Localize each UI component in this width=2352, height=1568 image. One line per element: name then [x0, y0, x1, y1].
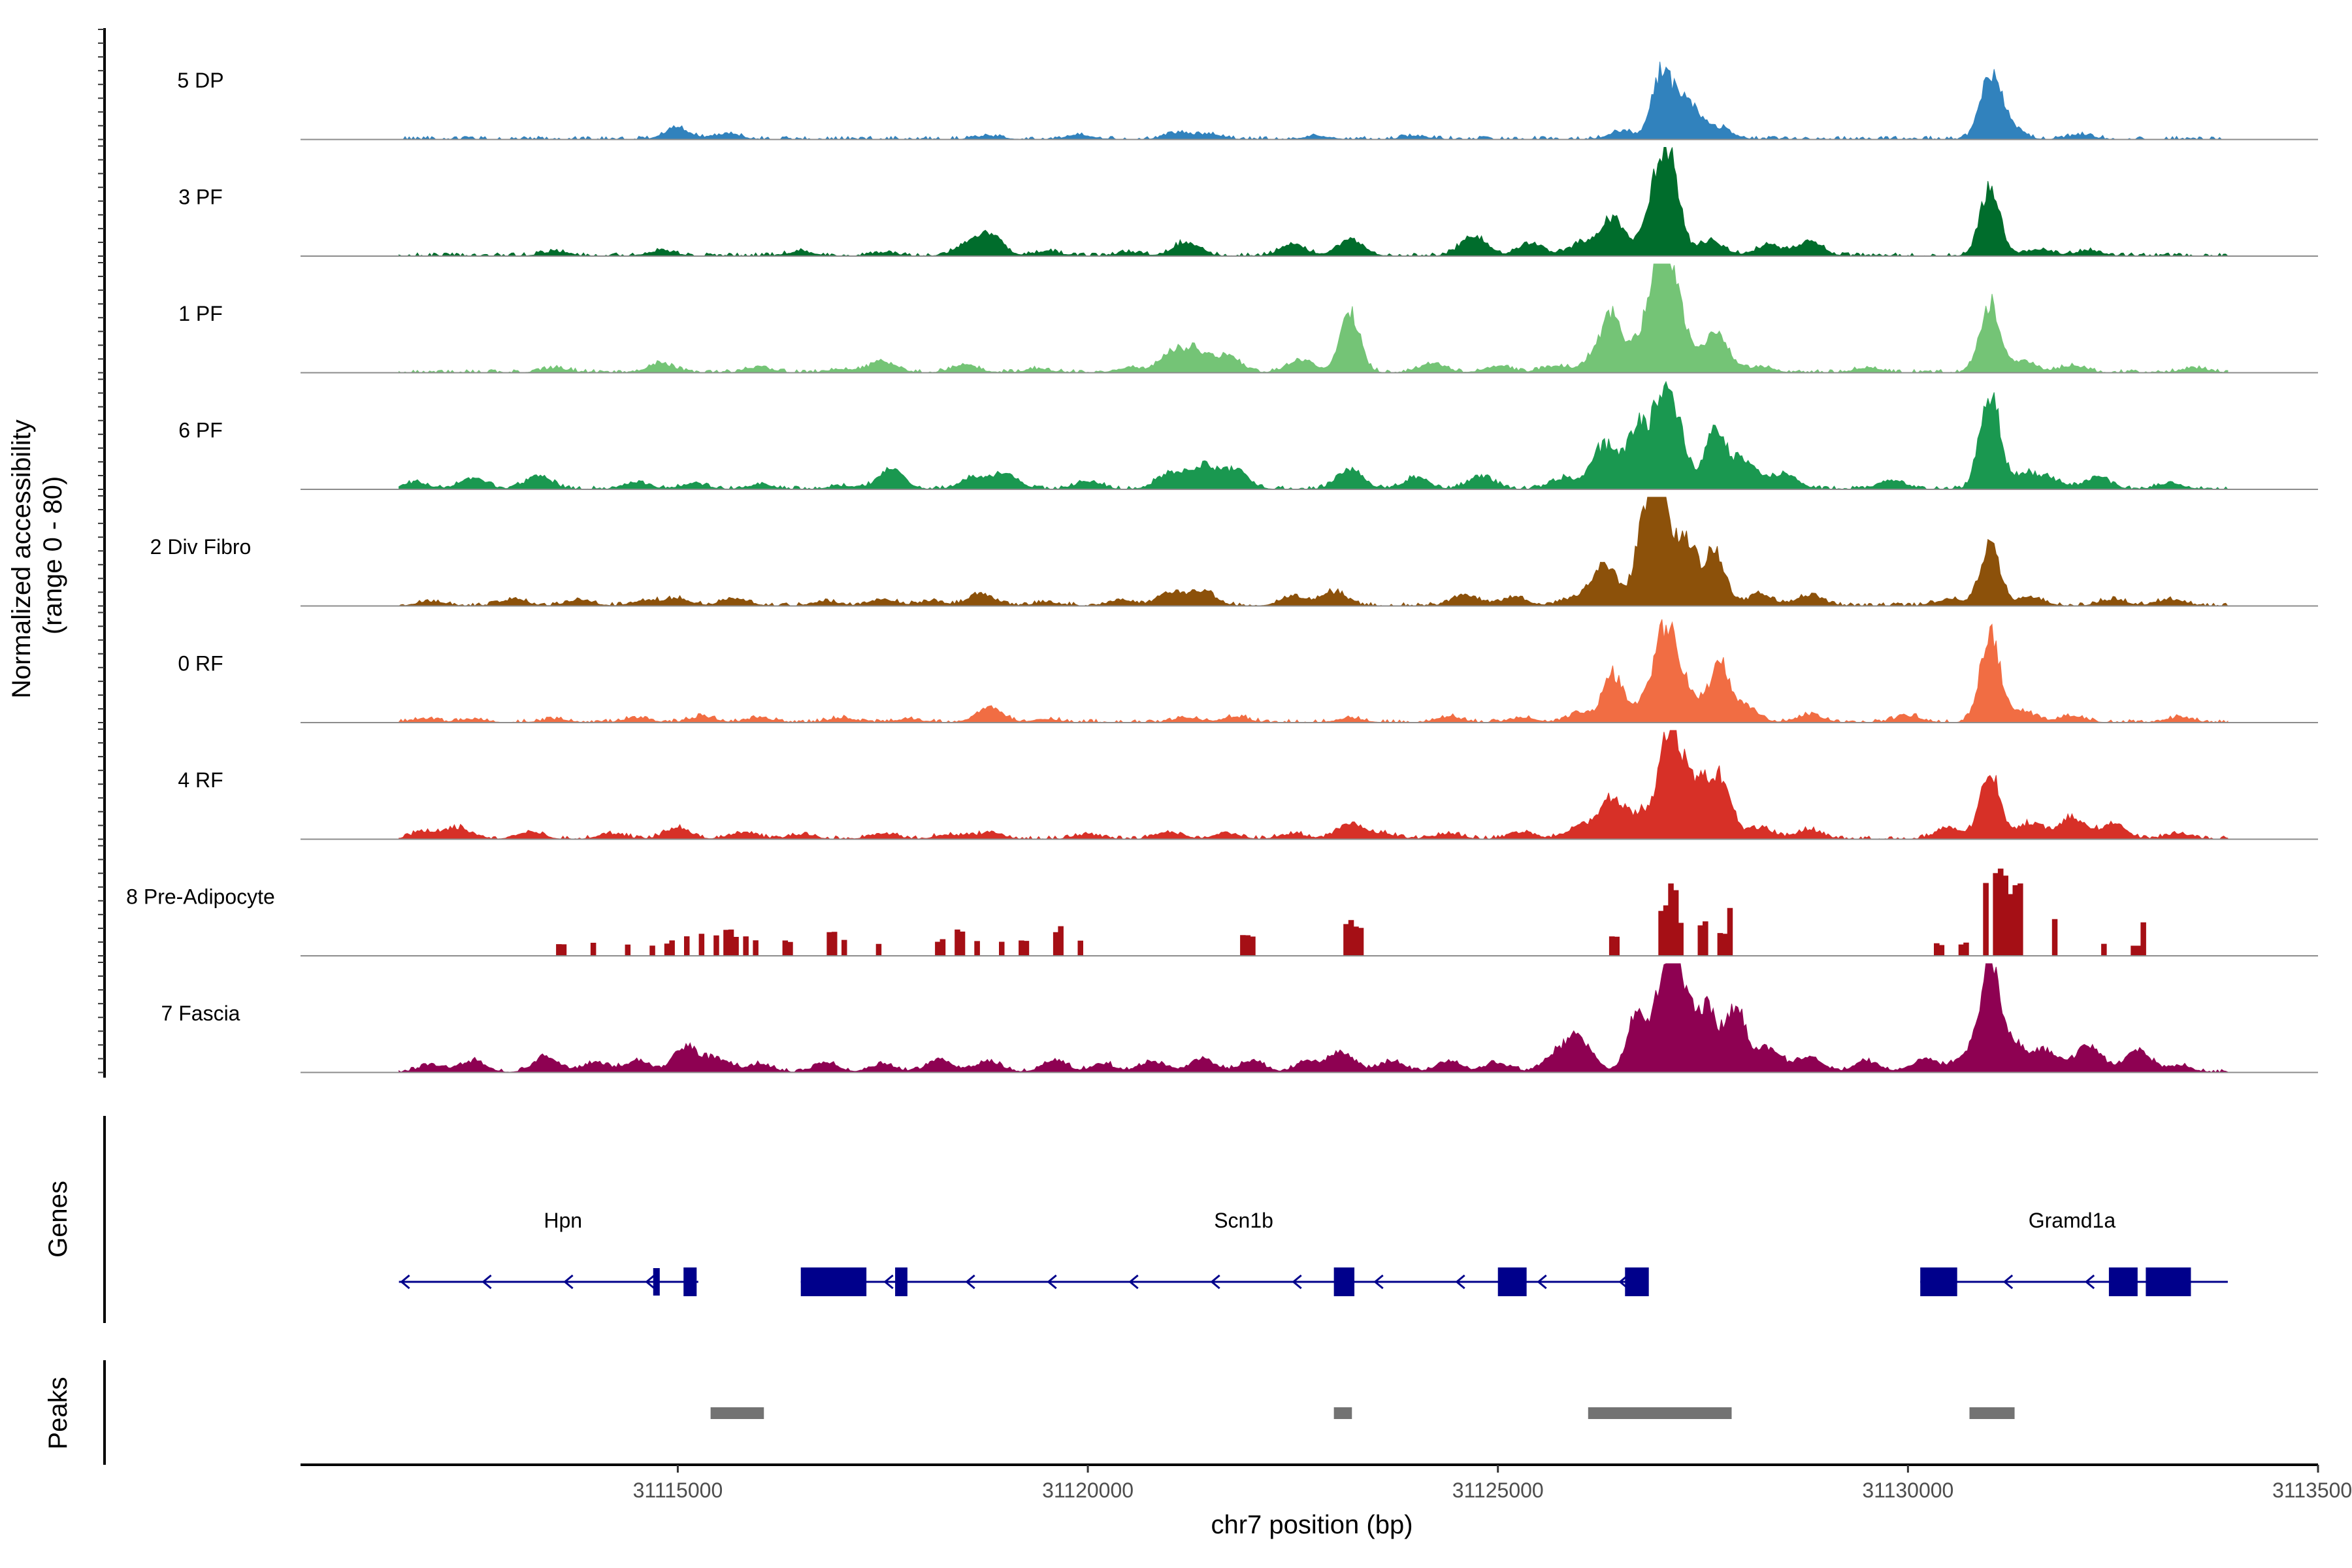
gene-exon — [683, 1267, 697, 1296]
gene-exon — [1333, 1267, 1355, 1296]
coverage-area — [399, 497, 2229, 607]
gene-label: Scn1b — [1214, 1209, 1273, 1232]
strand-arrow — [563, 1274, 574, 1290]
gene-hpn: Hpn — [399, 1209, 698, 1296]
peak-region — [1333, 1407, 1352, 1419]
strand-arrow — [645, 1274, 655, 1290]
track-label: 2 Div Fibro — [150, 535, 252, 559]
genes-panel-label: Genes — [44, 1181, 73, 1258]
strand-arrow — [1128, 1274, 1139, 1290]
x-tick-label: 31120000 — [1042, 1478, 1134, 1502]
coverage-area — [399, 730, 2229, 840]
gene-exon — [800, 1267, 867, 1296]
track-label: 0 RF — [178, 652, 223, 676]
track-5-dp: 5 DP — [177, 61, 2318, 140]
strand-arrow — [1047, 1274, 1057, 1290]
peaks-panel: Peaks — [44, 1360, 2015, 1465]
peak-region — [710, 1407, 764, 1419]
x-tick-label: 31115000 — [633, 1478, 723, 1502]
track-label: 5 DP — [177, 69, 223, 92]
track-0-rf: 0 RF — [178, 619, 2318, 723]
gene-gramd1a: Gramd1a — [1920, 1209, 2228, 1296]
track-4-rf: 4 RF — [178, 730, 2318, 840]
track-label: 1 PF — [178, 302, 223, 325]
gene-annotation-panel: Genes Hpn Scn1b Gramd1a — [44, 1116, 2228, 1323]
gene-label: Gramd1a — [2029, 1209, 2116, 1232]
gene-exon — [2108, 1267, 2138, 1296]
track-7-fascia: 7 Fascia — [161, 963, 2318, 1073]
strand-arrow — [482, 1274, 492, 1290]
y-axis-label-line-2: (range 0 - 80) — [39, 476, 67, 634]
track-label: 8 Pre-Adipocyte — [126, 885, 275, 909]
strand-arrow — [2084, 1274, 2095, 1290]
coverage-area — [399, 963, 2229, 1073]
y-axis-label-line-1: Normalized accessibility — [7, 419, 36, 698]
track-label: 4 RF — [178, 768, 223, 792]
peak-region — [1588, 1407, 1732, 1419]
y-axis-label: Normalized accessibility (range 0 - 80) — [7, 412, 67, 698]
gene-scn1b: Scn1b — [800, 1209, 1649, 1296]
track-3-pf: 3 PF — [178, 147, 2318, 257]
x-tick-label: 31125000 — [1452, 1478, 1544, 1502]
track-8-pre-adipocyte: 8 Pre-Adipocyte — [126, 868, 2318, 956]
peak-region — [1969, 1407, 2015, 1419]
strand-arrow — [883, 1274, 894, 1290]
coverage-area — [399, 868, 2230, 956]
track-2-div-fibro: 2 Div Fibro — [150, 497, 2318, 607]
strand-arrow — [1210, 1274, 1220, 1290]
track-label: 3 PF — [178, 186, 223, 209]
gene-exon — [653, 1268, 660, 1296]
strand-arrow — [1292, 1274, 1302, 1290]
coverage-area — [399, 147, 2229, 257]
strand-arrow — [965, 1274, 975, 1290]
coverage-area — [399, 263, 2229, 374]
gene-exon — [1625, 1267, 1649, 1296]
strand-arrow — [1455, 1274, 1465, 1290]
gene-exon — [1497, 1267, 1527, 1296]
coverage-area — [399, 380, 2229, 490]
track-label: 6 PF — [178, 419, 223, 442]
coverage-area — [399, 61, 2228, 140]
strand-arrow — [1537, 1274, 1547, 1290]
strand-arrow — [1373, 1274, 1384, 1290]
x-tick-label: 31135000 — [2272, 1478, 2352, 1502]
gene-label: Hpn — [544, 1209, 582, 1232]
strand-arrow — [400, 1274, 410, 1290]
strand-arrow — [2002, 1274, 2014, 1290]
track-6-pf: 6 PF — [178, 380, 2318, 490]
x-axis: 31115000 31120000 31125000 31130000 31135000 — [301, 1463, 2352, 1502]
gene-exon — [1920, 1267, 1957, 1296]
peaks-panel-label: Peaks — [44, 1377, 73, 1449]
coverage-tracks: 5 DP 3 PF 1 PF 6 PF 2 Div Fibro 0 RF 4 RF 8 Pre… — [126, 61, 2318, 1073]
gene-exon — [2146, 1267, 2191, 1296]
x-axis-label: chr7 position (bp) — [1211, 1511, 1413, 1539]
y-axis — [98, 28, 106, 1078]
track-1-pf: 1 PF — [178, 263, 2318, 374]
x-tick-label: 31130000 — [1862, 1478, 1953, 1502]
gene-exon — [895, 1267, 907, 1296]
track-label: 7 Fascia — [161, 1002, 240, 1025]
coverage-area — [399, 619, 2229, 723]
